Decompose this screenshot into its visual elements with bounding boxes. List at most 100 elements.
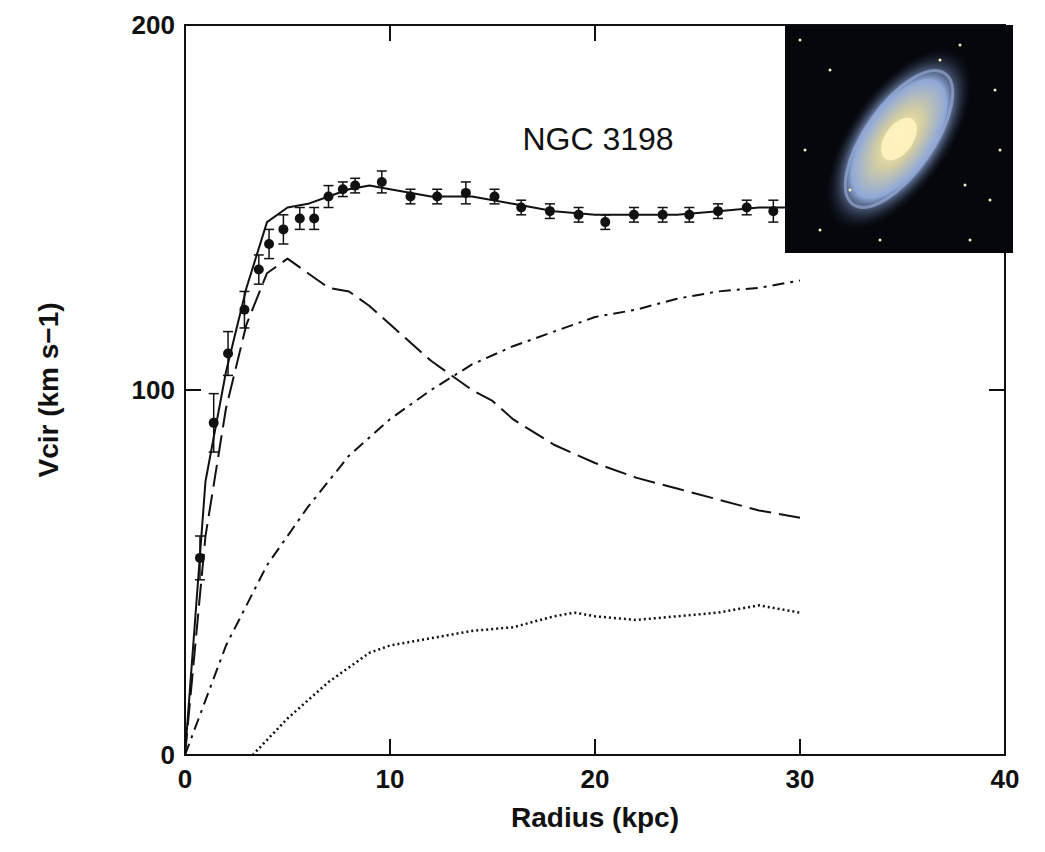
error-bar-cap xyxy=(278,214,288,216)
error-bar-cap xyxy=(309,207,319,209)
star xyxy=(804,149,807,152)
error-bar-cap xyxy=(574,207,584,209)
plot-data xyxy=(185,171,800,755)
error-bar-cap xyxy=(545,203,555,205)
error-bar-cap xyxy=(629,221,639,223)
error-bar-cap xyxy=(324,185,334,187)
data-point xyxy=(278,224,288,234)
error-bar-cap xyxy=(768,199,778,201)
error-bar-cap xyxy=(432,189,442,191)
y-tick xyxy=(185,754,201,756)
error-bar-cap xyxy=(658,221,668,223)
error-bar xyxy=(295,208,305,230)
x-tick-label: 0 xyxy=(178,764,192,794)
error-bar-cap xyxy=(324,207,334,209)
data-point xyxy=(574,210,584,220)
error-bar-cap xyxy=(768,221,778,223)
galaxy-disk xyxy=(798,24,1000,253)
y-tick-label: 0 xyxy=(161,740,175,770)
error-bar xyxy=(309,208,319,230)
star xyxy=(819,229,822,232)
chart-title: NGC 3198 xyxy=(522,121,673,157)
star xyxy=(799,39,802,42)
error-bar xyxy=(461,182,471,204)
error-bar-cap xyxy=(516,214,526,216)
star xyxy=(879,239,882,242)
curve-dashdot xyxy=(185,281,800,756)
y-tick-label: 200 xyxy=(132,10,175,40)
error-bar-cap xyxy=(713,203,723,205)
error-bar xyxy=(377,171,387,193)
x-tick xyxy=(389,739,391,755)
y-tick xyxy=(989,754,1005,756)
chart: 0102030400100200Radius (kpc)Vcir (km s−1… xyxy=(0,0,1045,852)
error-bar-cap xyxy=(713,218,723,220)
data-point xyxy=(254,265,264,275)
x-tick xyxy=(389,25,391,41)
y-tick-label: 100 xyxy=(132,375,175,405)
star xyxy=(959,44,962,47)
error-bar-cap xyxy=(600,229,610,231)
error-bar-cap xyxy=(742,214,752,216)
x-tick-label: 30 xyxy=(786,764,815,794)
error-bar xyxy=(600,215,610,230)
error-bar-cap xyxy=(377,170,387,172)
error-bar-cap xyxy=(406,189,416,191)
error-bar-cap xyxy=(309,229,319,231)
curve-dashed xyxy=(185,259,800,755)
x-tick xyxy=(594,25,596,41)
x-tick-label: 20 xyxy=(581,764,610,794)
error-bar-cap xyxy=(684,207,694,209)
error-bar-cap xyxy=(195,579,205,581)
error-bar-cap xyxy=(742,199,752,201)
error-bar xyxy=(516,200,526,215)
error-bar-cap xyxy=(338,196,348,198)
error-bar-cap xyxy=(239,327,249,329)
error-bar xyxy=(278,215,288,244)
error-bar xyxy=(768,200,778,222)
galaxy-arm xyxy=(825,54,972,224)
y-tick xyxy=(989,389,1005,391)
x-tick xyxy=(799,739,801,755)
error-bar-cap xyxy=(350,192,360,194)
error-bar-cap xyxy=(278,243,288,245)
galaxy-image-bg xyxy=(785,25,1013,253)
star xyxy=(829,69,832,72)
data-point xyxy=(600,217,610,227)
x-axis-title: Radius (kpc) xyxy=(511,802,679,833)
error-bar xyxy=(264,229,274,258)
data-point xyxy=(377,177,387,187)
error-bar-cap xyxy=(461,203,471,205)
error-bar-cap xyxy=(350,178,360,180)
error-bar-cap xyxy=(254,254,264,256)
star xyxy=(849,189,852,192)
error-bar-cap xyxy=(377,192,387,194)
error-bar-cap xyxy=(461,181,471,183)
x-tick xyxy=(184,25,186,41)
y-axis-title: Vcir (km s−1) xyxy=(33,302,64,477)
error-bar-cap xyxy=(338,181,348,183)
error-bar xyxy=(350,178,360,193)
error-bar xyxy=(223,332,233,376)
error-bar-cap xyxy=(195,535,205,537)
error-bar-cap xyxy=(264,258,274,260)
error-bar-cap xyxy=(516,199,526,201)
error-bar xyxy=(574,208,584,223)
error-bar-cap xyxy=(406,203,416,205)
star xyxy=(969,239,972,242)
star xyxy=(989,199,992,202)
curve-dotted xyxy=(253,605,800,755)
error-bar-cap xyxy=(629,207,639,209)
error-bar-cap xyxy=(545,218,555,220)
error-bar-cap xyxy=(254,283,264,285)
star xyxy=(939,59,942,62)
error-bar-cap xyxy=(223,331,233,333)
y-tick xyxy=(185,389,201,391)
curve-solid xyxy=(185,186,800,755)
data-point xyxy=(295,213,305,223)
error-bar-cap xyxy=(574,221,584,223)
x-tick xyxy=(1004,739,1006,755)
star xyxy=(964,184,967,187)
galaxy-bulge xyxy=(874,111,924,166)
plot-frame xyxy=(185,25,1005,755)
